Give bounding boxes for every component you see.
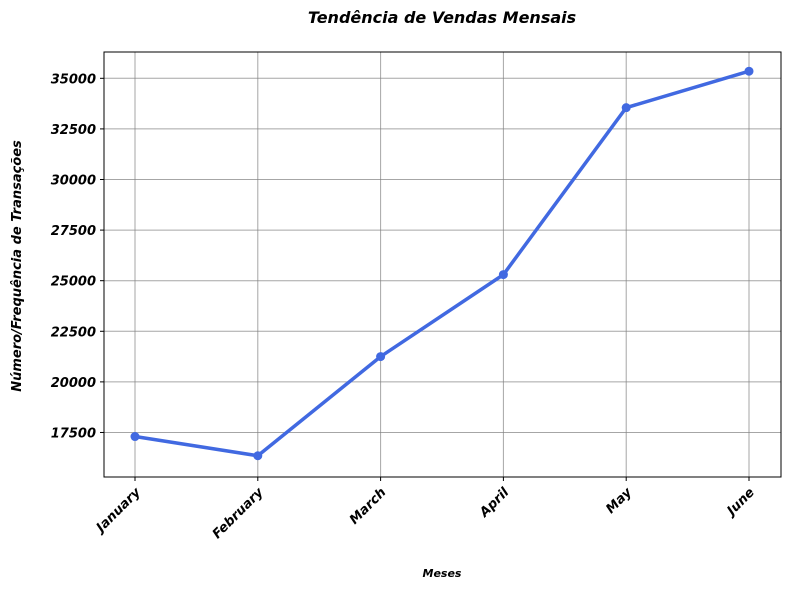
series-layer <box>130 66 754 461</box>
y-tick-label: 17500 <box>51 426 96 441</box>
x-tick-label: March <box>347 485 389 527</box>
data-point <box>621 103 631 113</box>
y-tick-label: 27500 <box>51 224 96 239</box>
y-tick-label: 35000 <box>51 72 96 87</box>
plot-frame <box>103 51 782 478</box>
y-tick-label: 22500 <box>51 325 96 340</box>
x-tick-label: February <box>210 485 267 542</box>
data-point <box>498 270 508 280</box>
y-tick-label: 25000 <box>51 275 96 290</box>
grid-lines <box>104 52 781 477</box>
y-tick-label: 20000 <box>51 376 96 391</box>
axis-ticks: January February March April May June 17500 200… <box>51 72 758 542</box>
series-line <box>133 69 751 458</box>
x-tick-label: May <box>603 485 635 517</box>
y-tick-label: 30000 <box>51 174 96 189</box>
x-axis-label: Meses <box>423 567 462 580</box>
data-point <box>376 352 386 362</box>
x-tick-label: January <box>92 485 145 538</box>
data-point <box>744 66 754 76</box>
x-tick-label: June <box>722 485 758 521</box>
y-tick-label: 32500 <box>51 123 96 138</box>
data-point <box>253 451 263 461</box>
data-point <box>130 432 140 442</box>
x-tick-label: April <box>476 485 512 521</box>
y-axis-label: Número/Frequência de Transações <box>10 140 25 392</box>
chart-title: Tendência de Vendas Mensais <box>308 8 576 27</box>
